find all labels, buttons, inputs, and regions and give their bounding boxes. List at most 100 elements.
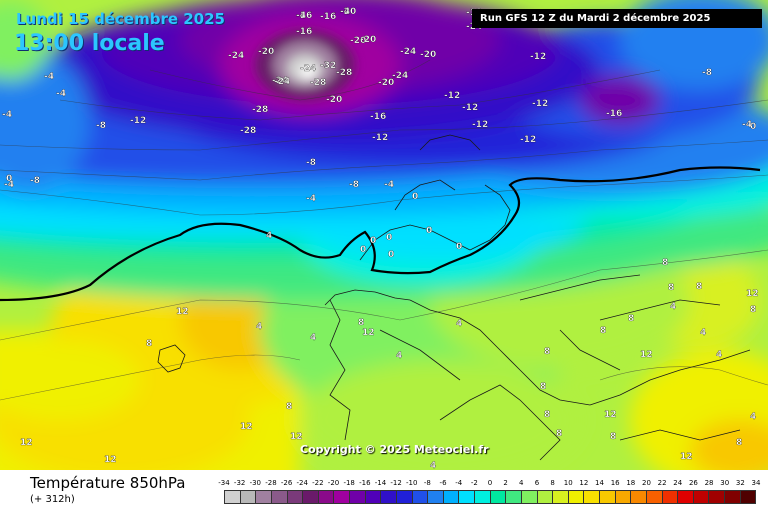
forecast-date: Lundi 15 décembre 2025: [16, 10, 225, 28]
isotherm-value-label: 12: [176, 307, 189, 317]
scale-color-swatch: [443, 491, 460, 503]
isotherm-value-label: 4: [396, 351, 402, 361]
isotherm-value-label: -16: [296, 11, 312, 21]
isotherm-value-label: -4: [56, 89, 66, 99]
isotherm-value-label: -4: [4, 180, 14, 190]
scale-color-swatch: [396, 491, 413, 503]
scale-color-swatch: [240, 491, 257, 503]
scale-tick-label: -30: [249, 479, 261, 487]
scale-tick-label: 14: [595, 479, 604, 487]
isotherm-value-label: 8: [540, 382, 546, 392]
isotherm-value-label: -28: [240, 126, 256, 136]
isotherm-value-label: 4: [456, 319, 462, 329]
isotherm-value-label: -8: [702, 68, 712, 78]
scale-color-swatch: [412, 491, 429, 503]
isotherm-value-label: 0: [456, 242, 462, 252]
isotherm-value-label: 0: [6, 174, 12, 184]
scale-tick-label: -8: [423, 479, 431, 487]
scale-color-swatch: [662, 491, 679, 503]
scale-tick-label: 32: [735, 479, 745, 487]
copyright-notice: Copyright © 2025 Meteociel.fr: [300, 443, 489, 456]
scale-tick-label: -4: [455, 479, 463, 487]
isotherm-value-label: -8: [96, 121, 106, 131]
scale-tick-label: 0: [487, 479, 493, 487]
scale-tick-label: 18: [626, 479, 636, 487]
isotherm-value-label: -12: [372, 133, 388, 143]
isotherm-value-label: -20: [258, 47, 274, 57]
scale-tick-label: -28: [265, 479, 277, 487]
scale-tick-label: 30: [720, 479, 730, 487]
parameter-title: Température 850hPa: [30, 474, 186, 492]
scale-color-swatch: [521, 491, 538, 503]
isotherm-value-label: -16: [320, 12, 336, 22]
isotherm-value-label: 12: [746, 289, 759, 299]
forecast-time: 13:00 locale: [14, 31, 165, 56]
scale-tick-label: 2: [503, 479, 508, 487]
scale-color-swatch: [600, 491, 616, 503]
isotherm-value-label: -4: [44, 72, 54, 82]
isotherm-value-label: -24: [228, 51, 244, 61]
isotherm-value-label: -8: [349, 180, 359, 190]
isotherm-value-label: 0: [412, 192, 418, 202]
scale-color-swatch: [693, 491, 710, 503]
isotherm-value-label: 4: [716, 350, 722, 360]
isotherm-value-label: 8: [556, 429, 562, 439]
scale-tick-label: -12: [390, 479, 402, 487]
isotherm-value-label: 4: [266, 231, 272, 241]
isotherm-value-label: -4: [742, 120, 752, 130]
isotherm-value-label: -20: [378, 78, 394, 88]
isotherm-value-label: -32: [320, 61, 336, 71]
isotherm-value-label: -8: [30, 176, 40, 186]
isotherm-value-label: -20: [350, 36, 366, 46]
color-scale-ticks: -34 -32 -30 -28 -26 -24 -22 -20 -18 -16 -14 -12 -10-…: [218, 479, 760, 489]
scale-color-swatch: [287, 491, 304, 503]
scale-tick-label: -32: [233, 479, 246, 487]
scale-tick-label: -16: [359, 479, 371, 487]
isotherm-value-label: 0: [360, 245, 366, 255]
scale-color-swatch: [584, 491, 600, 503]
isotherm-value-label: -12: [462, 103, 478, 113]
scale-color-swatch: [725, 491, 741, 503]
isotherm-value-label: -24: [300, 64, 316, 74]
color-scale-bar: [224, 490, 756, 504]
isotherm-value-label: 0: [750, 122, 756, 132]
scale-tick-label: -34: [218, 479, 230, 487]
scale-tick-label: 28: [704, 479, 714, 487]
isotherm-value-label: 0: [426, 226, 432, 236]
scale-color-swatch: [225, 491, 241, 503]
scale-color-swatch: [646, 491, 663, 503]
zero-isotherm-line: [0, 166, 761, 302]
isotherm-value-label: 8: [610, 432, 616, 442]
scale-tick-label: 6: [534, 479, 540, 487]
isotherm-value-label: 4: [256, 322, 262, 332]
isotherm-value-label: 8: [358, 318, 364, 328]
isotherm-value-label: 0: [370, 236, 376, 246]
isotherm-value-label: 12: [240, 422, 253, 432]
scale-color-swatch: [256, 491, 272, 503]
isotherm-value-label: 8: [544, 347, 550, 357]
scale-color-swatch: [271, 491, 288, 503]
isotherm-value-label: -20: [360, 35, 376, 45]
isotherm-value-label: -4: [306, 194, 316, 204]
scale-color-swatch: [553, 491, 569, 503]
isotherm-value-label: -28: [252, 105, 268, 115]
isotherm-value-label: 12: [20, 438, 33, 448]
isotherm-value-label: -4: [2, 110, 12, 120]
isotherm-value-label: -12: [532, 99, 548, 109]
isotherm-value-label: -4: [384, 180, 394, 190]
scale-color-swatch: [506, 491, 522, 503]
isotherm-value-label: 12: [290, 432, 303, 442]
scale-color-swatch: [568, 491, 585, 503]
isotherm-value-label: 12: [680, 452, 693, 462]
isotherm-value-label: 4: [430, 461, 436, 470]
isotherm-value-label: -8: [306, 158, 316, 168]
isotherm-value-label: -24: [400, 47, 416, 57]
isotherm-value-label: 8: [696, 282, 702, 292]
isotherm-value-label: 8: [628, 314, 634, 324]
scale-tick-label: -10: [406, 479, 418, 487]
isotherm-value-label: -12: [130, 116, 146, 126]
scale-tick-label: -24: [296, 479, 308, 487]
scale-tick-label: -6: [439, 479, 447, 487]
scale-tick-label: 12: [579, 479, 589, 487]
